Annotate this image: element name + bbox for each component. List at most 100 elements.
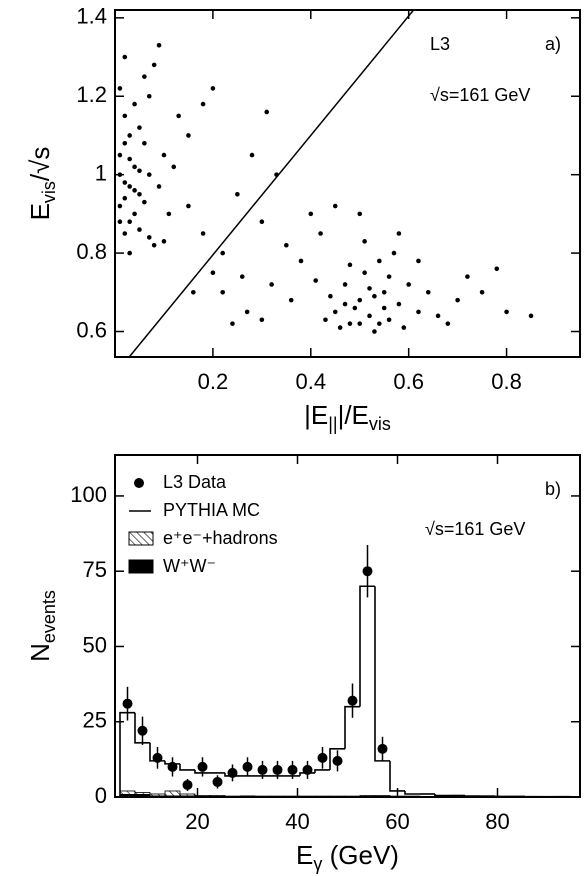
label-part: events [39,590,59,643]
x-tick-label: 0.6 [393,369,424,394]
x-tick-label: 20 [185,809,209,834]
point [416,258,421,264]
point [122,141,128,146]
point [146,172,152,177]
data-point [122,698,133,709]
point [298,258,304,264]
data-point [362,566,373,577]
x-tick-label: 60 [385,809,409,834]
label-part: vis [39,181,59,203]
x-tick-label: 0.8 [491,369,522,394]
legend-marker [134,478,144,488]
point [445,321,451,326]
data-point [137,725,148,736]
point [494,266,500,272]
point [362,239,367,244]
x-tick-label: 40 [285,809,309,834]
annotation: √s=161 GeV [425,519,525,539]
data-point [152,752,163,763]
point [186,133,191,138]
mc-step [359,585,375,707]
legend-label: L3 Data [163,472,227,492]
mc-step [119,711,135,797]
point [372,329,377,334]
point [352,305,358,311]
y-tick-label: 1.2 [76,82,107,107]
mc-step [389,760,405,792]
point [161,152,167,158]
point [117,203,123,209]
point [504,309,509,315]
point [171,164,177,170]
point [274,172,279,177]
point [127,156,132,162]
point [127,184,132,189]
legend-label: e⁺e⁻+hadrons [163,528,278,548]
data-point [257,764,268,775]
data-point [302,764,313,775]
panel-label: a) [545,34,561,54]
point [347,321,353,326]
y-axis-label: Nevents [25,590,59,662]
point [142,199,147,205]
point [151,242,157,248]
label-part: |E [304,400,328,430]
point [117,152,123,158]
point [465,274,470,279]
mc-step [329,748,345,770]
point [386,274,392,279]
mc-step [404,790,420,795]
label-part: E [296,840,313,870]
point [367,313,372,319]
point [137,168,142,174]
label-part: || [328,414,337,434]
point [372,293,377,299]
point [401,325,407,330]
y-tick-label: 75 [83,557,107,582]
point [342,282,348,287]
point [122,180,128,185]
point [186,203,191,209]
frame [114,9,581,358]
label-part: |/E [338,400,369,430]
mc-step [374,586,390,762]
data-point [332,755,343,766]
x-tick-label: 80 [485,809,509,834]
y-tick-label: 0 [95,783,107,808]
point [396,301,402,307]
point [308,211,314,217]
point [127,219,132,225]
y-tick-label: 1 [95,160,107,185]
point [367,286,372,291]
point [132,101,137,107]
point [142,141,147,146]
y-tick-label: 1.4 [76,4,107,29]
mc-step [194,769,210,774]
point [259,317,265,323]
point [284,242,289,248]
y-tick-label: 0.6 [76,317,107,342]
point [122,113,128,119]
label-part: (GeV) [322,840,399,870]
point [288,297,294,303]
filled-bar [135,793,150,797]
point [357,321,363,326]
data-point [272,764,283,775]
y-tick-label: 50 [83,632,107,657]
point [416,309,421,315]
mc-step [179,763,195,771]
point [455,297,460,303]
point [323,317,328,323]
label-part: /√s [25,147,55,182]
legend-marker [128,559,154,574]
y-tick-label: 25 [83,708,107,733]
point [386,317,392,323]
data-point [227,767,238,778]
point [156,184,162,189]
point [191,290,196,295]
mc-step [344,705,360,749]
point [318,231,323,236]
point [146,93,152,99]
y-tick-label: 100 [70,482,107,507]
